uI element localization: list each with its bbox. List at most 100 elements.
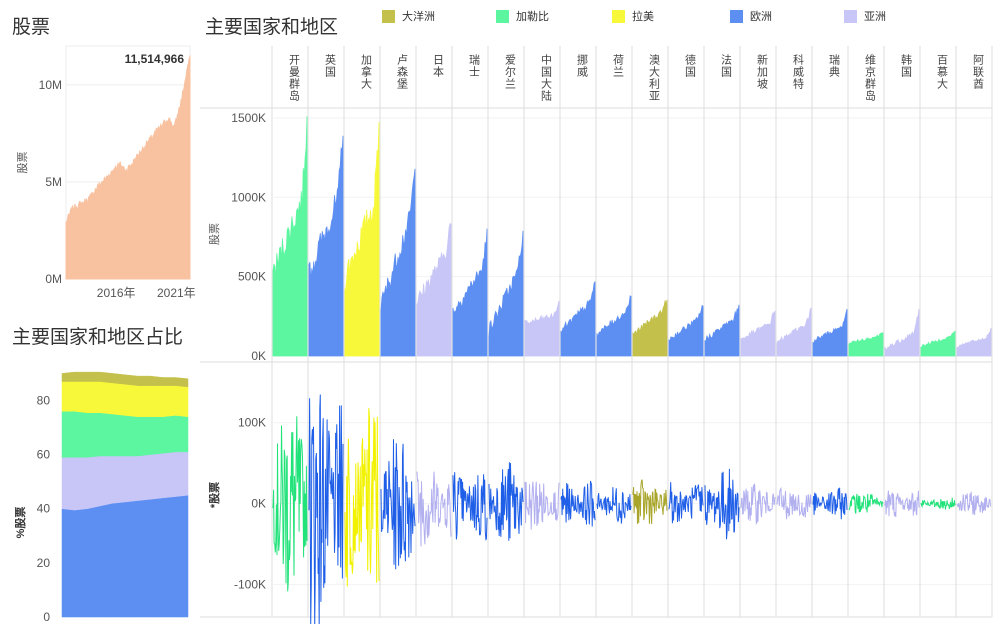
country-change-line-19: [956, 491, 991, 516]
legend-label-caribbean: 加勒比: [516, 10, 549, 23]
stocks-y-axis-label: 股票: [16, 152, 29, 174]
country-change-line-15: [812, 487, 848, 520]
legend-label-oceania: 大洋洲: [402, 10, 435, 23]
country-header-label-5: 瑞士: [468, 53, 481, 78]
country-change-line-2: [344, 408, 380, 587]
country-ytick-label-3: 1500K: [231, 111, 266, 125]
country-area-4: [416, 222, 452, 357]
legend-item-oceania[interactable]: 大洋洲: [382, 8, 435, 24]
country-change-line-12: [704, 468, 740, 540]
share-band-2: [61, 411, 189, 458]
country-area-13: [740, 310, 776, 357]
country-header-label-17: 韩国: [900, 53, 913, 78]
country-ytick-label-0: 0K: [251, 349, 266, 363]
legend-swatch-latin-america: [612, 9, 625, 23]
country-area-10: [632, 299, 668, 357]
country-header-label-10: 澳大利亚: [648, 54, 661, 102]
country-area-3: [380, 168, 416, 357]
change-ytick-label-0: -100K: [234, 578, 266, 592]
legend-swatch-oceania: [382, 9, 395, 23]
country-header-label-6: 爱尔兰: [504, 54, 517, 90]
stocks-ytick-label-0: 0M: [45, 272, 62, 286]
stocks-xtick-label-1: 2021年: [157, 286, 196, 300]
country-header-label-9: 荷兰: [612, 54, 625, 78]
country-header-label-13: 新加坡: [756, 53, 769, 90]
legend-label-europe: 欧洲: [750, 10, 772, 23]
country-header-label-12: 法国: [720, 53, 733, 78]
country-area-7: [524, 300, 560, 357]
country-area-2: [344, 121, 380, 357]
country-area-8: [560, 281, 596, 357]
country-ytick-label-2: 1000K: [231, 190, 266, 204]
share-ytick-label-4: 80: [37, 393, 51, 407]
country-ytick-label-1: 500K: [238, 270, 266, 284]
country-header-label-16: 维京群岛: [864, 54, 877, 102]
country-area-5: [452, 228, 488, 357]
country-change-line-14: [776, 486, 812, 520]
country-header-label-0: 开曼群岛: [288, 54, 301, 102]
share-chart-title: 主要国家和地区占比: [12, 326, 184, 348]
change-ytick-label-1: 0K: [251, 497, 266, 511]
main-chart-title: 主要国家和地区: [205, 16, 339, 38]
share-band-0: [61, 494, 189, 618]
legend-item-europe[interactable]: 欧洲: [730, 8, 772, 24]
share-band-4: [61, 371, 189, 388]
stocks-max-value-label: 11,514,966: [125, 52, 185, 66]
change-y-axis-label: *股票: [208, 482, 221, 508]
change-ytick-label-2: 100K: [238, 416, 266, 430]
stocks-area: [65, 55, 191, 280]
country-change-line-11: [668, 482, 704, 524]
country-change-line-9: [596, 487, 632, 524]
country-change-line-3: [380, 439, 416, 570]
legend-label-asia: 亚洲: [864, 10, 886, 23]
country-change-line-16: [848, 493, 884, 514]
country-area-1: [308, 135, 344, 357]
country-change-line-6: [488, 462, 524, 541]
legend-item-caribbean[interactable]: 加勒比: [496, 8, 549, 24]
country-header-label-8: 挪威: [576, 53, 589, 78]
legend-swatch-caribbean: [496, 9, 509, 23]
country-header-label-1: 英国: [324, 53, 337, 78]
country-area-0: [272, 116, 308, 357]
legend-item-latin-america[interactable]: 拉美: [612, 8, 654, 24]
country-change-line-5: [452, 472, 488, 541]
stocks-ytick-label-2: 10M: [39, 78, 62, 92]
country-area-6: [488, 230, 524, 357]
country-header-label-3: 卢森堡: [396, 54, 409, 90]
region-legend: 大洋洲 加勒比 拉美 欧洲 亚洲: [382, 8, 982, 28]
country-change-line-13: [740, 483, 776, 525]
country-change-line-17: [884, 490, 920, 518]
country-area-17: [884, 308, 920, 357]
country-change-line-0: [272, 416, 308, 592]
country-header-label-15: 瑞典: [828, 53, 841, 78]
share-ytick-label-2: 40: [37, 502, 51, 516]
country-change-line-1: [308, 394, 344, 624]
share-ytick-label-1: 20: [37, 556, 51, 570]
legend-swatch-europe: [730, 9, 743, 23]
country-change-line-8: [560, 480, 596, 527]
share-ytick-label-0: 0: [43, 610, 50, 624]
country-area-16: [848, 332, 884, 357]
share-ytick-label-3: 60: [37, 448, 51, 462]
country-area-11: [668, 304, 704, 357]
country-change-line-10: [632, 479, 668, 525]
country-change-line-4: [416, 471, 452, 547]
share-band-3: [61, 381, 189, 417]
country-header-label-19: 阿联酋: [972, 54, 985, 90]
country-header-label-14: 科威特: [792, 53, 805, 90]
country-area-19: [956, 327, 992, 357]
country-change-line-18: [920, 497, 956, 510]
country-area-15: [812, 308, 848, 357]
country-y-axis-label: 股票: [208, 223, 221, 245]
stocks-chart-title: 股票: [12, 16, 51, 38]
country-header-label-4: 日本: [432, 54, 445, 78]
share-y-axis-label: %股票: [14, 507, 27, 539]
legend-item-asia[interactable]: 亚洲: [844, 8, 886, 24]
country-header-label-18: 百慕大: [936, 54, 949, 90]
country-area-18: [920, 330, 956, 357]
stocks-xtick-label-0: 2016年: [97, 286, 136, 300]
country-header-label-7: 中国大陆: [540, 54, 553, 102]
stocks-ytick-label-1: 5M: [45, 175, 62, 189]
country-area-14: [776, 307, 812, 357]
